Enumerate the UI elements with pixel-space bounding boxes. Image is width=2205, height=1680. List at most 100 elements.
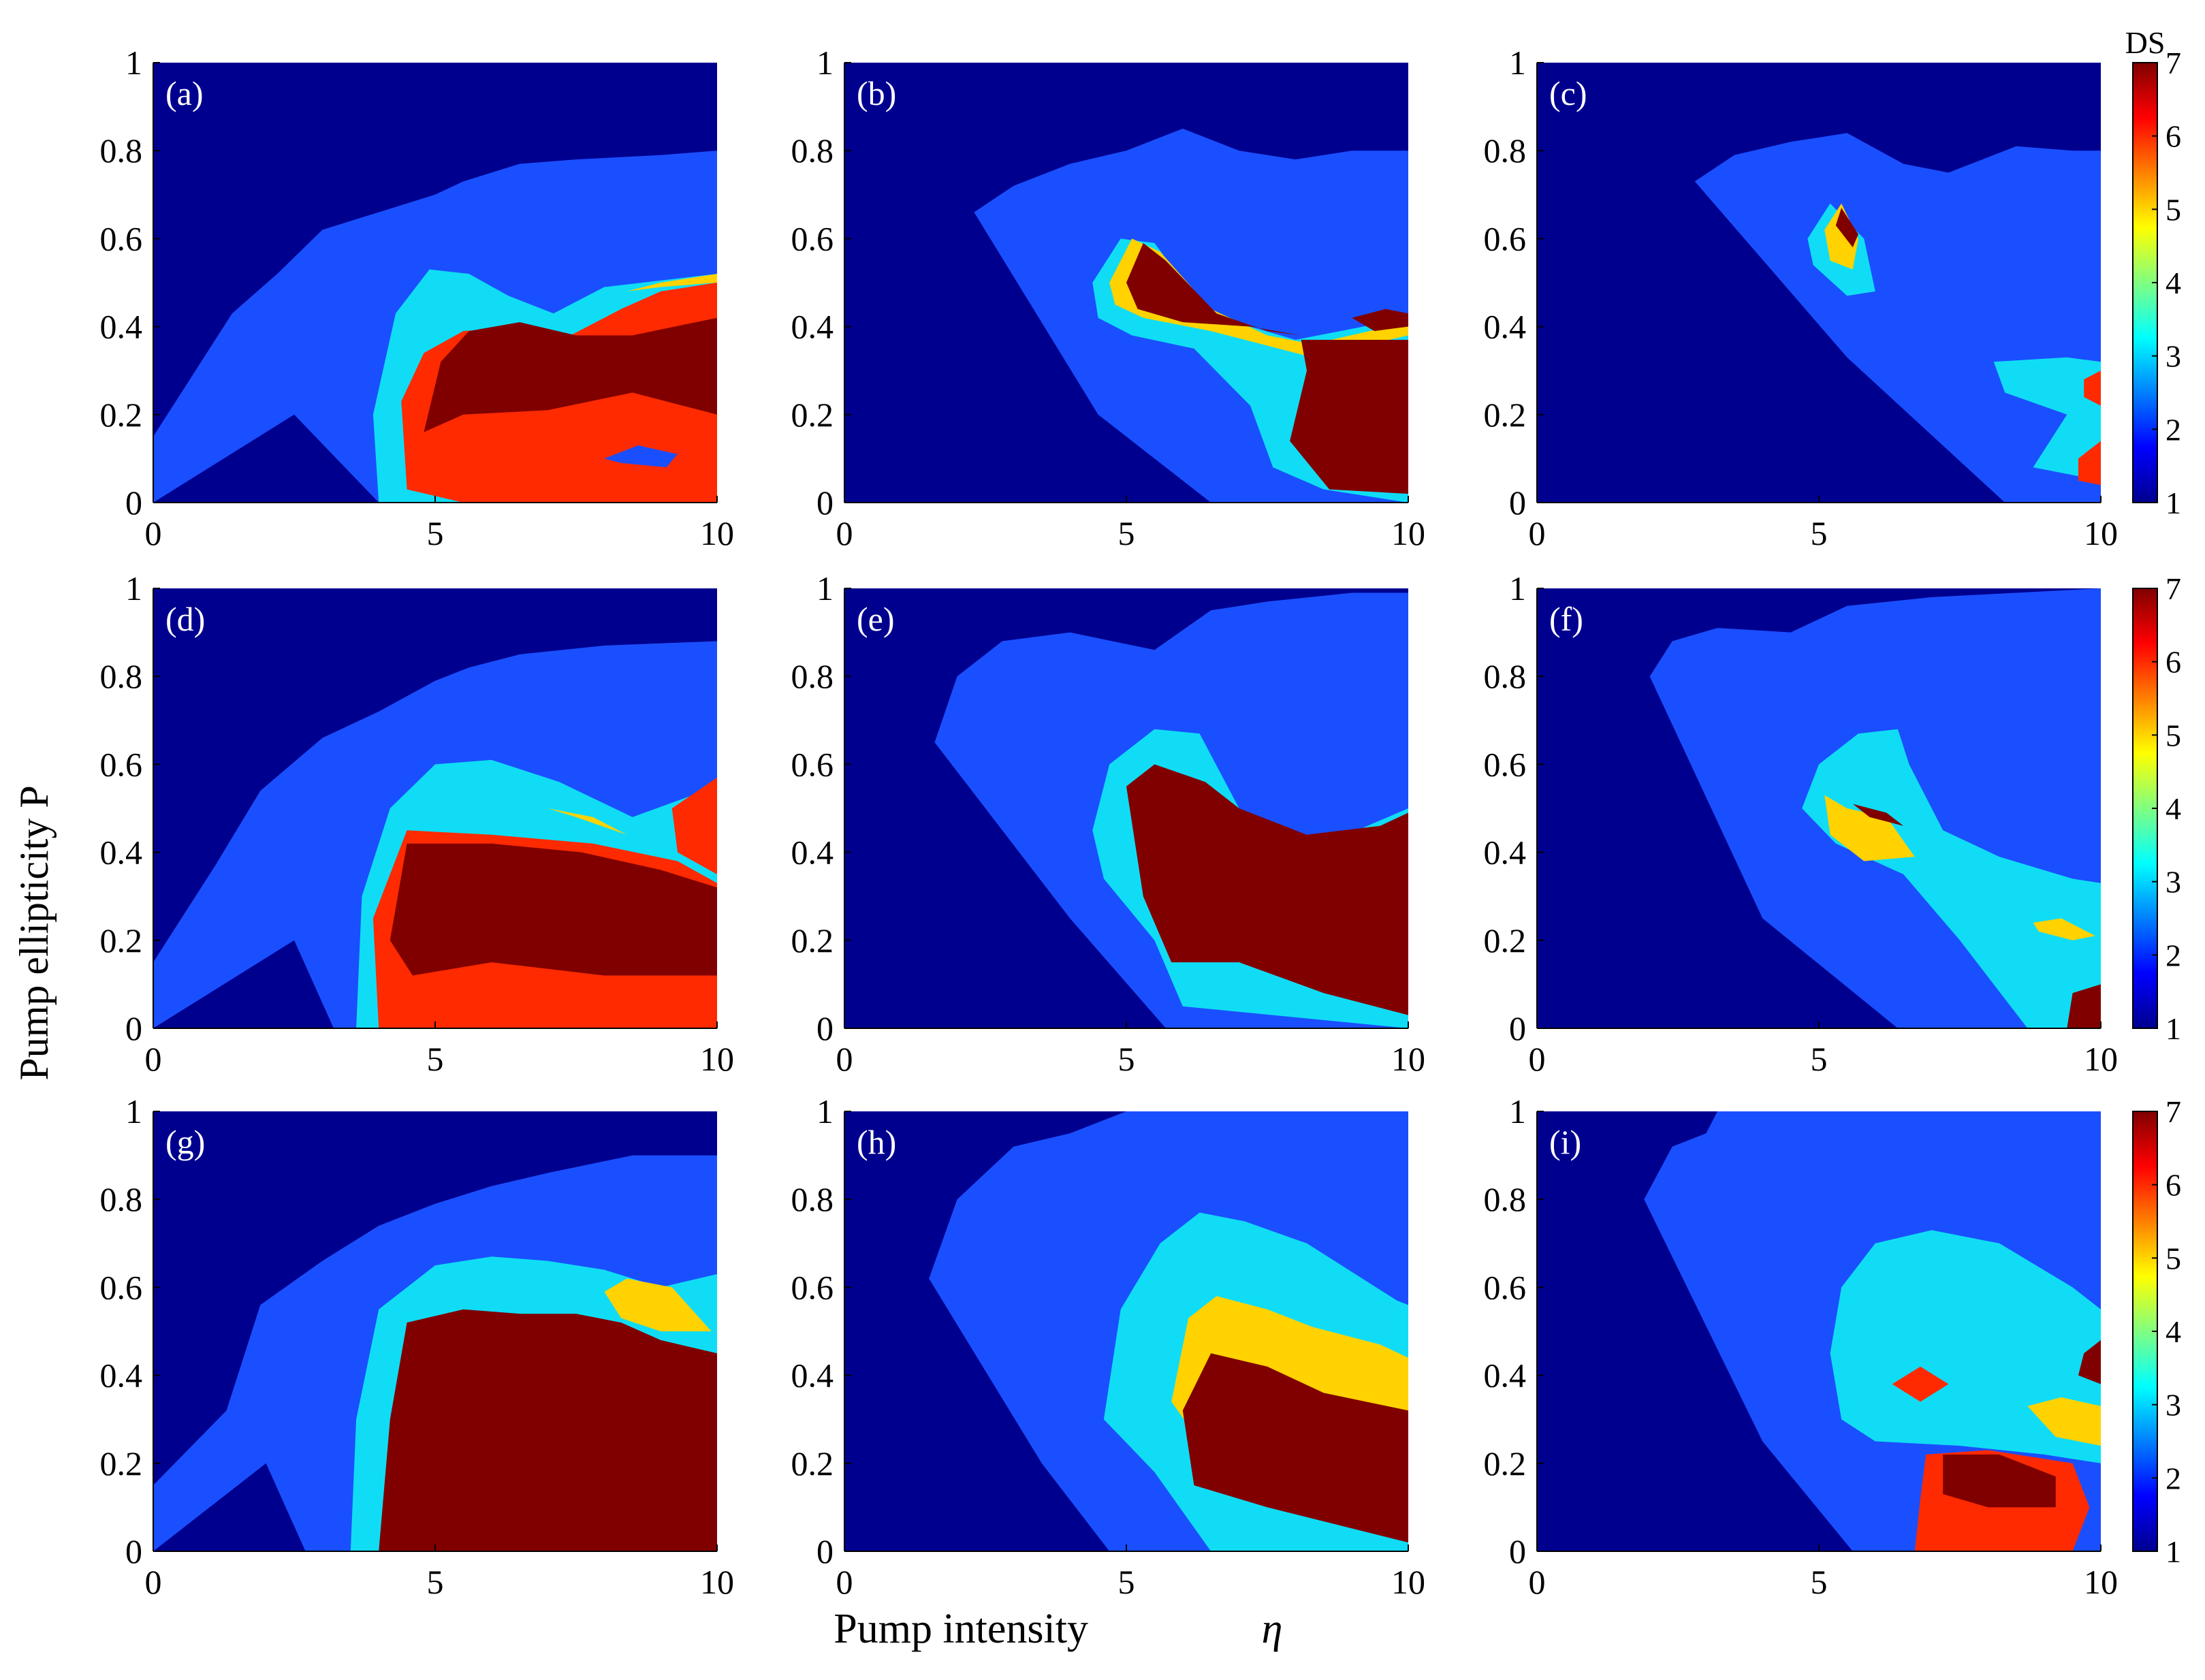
y-tick-label: 0 bbox=[125, 484, 142, 522]
y-tick-label: 0.6 bbox=[791, 745, 834, 783]
y-tick-label: 1 bbox=[816, 569, 834, 607]
y-tick-label: 1 bbox=[1509, 44, 1526, 82]
x-tick-label: 5 bbox=[427, 514, 444, 552]
y-axis-label: Pump ellipticity P bbox=[12, 785, 57, 1080]
colorbar-tick-label: 2 bbox=[2166, 1461, 2181, 1495]
heatmap-region-level-7 bbox=[1352, 308, 1408, 332]
y-tick-label: 0.8 bbox=[791, 1180, 834, 1218]
colorbar-tick-label: 3 bbox=[2166, 1388, 2181, 1423]
y-tick-label: 1 bbox=[1509, 1092, 1526, 1130]
colorbar-tick-label: 7 bbox=[2166, 46, 2181, 80]
panel-tag: (e) bbox=[857, 600, 895, 638]
panel-tag: (d) bbox=[165, 600, 205, 638]
colorbar: 1 2 3 4 5 6 7 bbox=[2132, 1094, 2181, 1569]
colorbar-tick-label: 1 bbox=[2166, 1011, 2181, 1046]
y-tick-label: 0.8 bbox=[791, 657, 834, 695]
x-tick-label: 5 bbox=[1118, 514, 1135, 552]
heatmap-region-level-2 bbox=[604, 445, 678, 468]
heatmap-region-level-7 bbox=[1126, 242, 1301, 336]
y-tick-label: 0.4 bbox=[100, 834, 143, 872]
panel-d: 00.20.40.60.810 5 10(d) bbox=[100, 569, 735, 1078]
plot-area bbox=[844, 1111, 1408, 1551]
colorbar-tick-label: 4 bbox=[2166, 791, 2181, 826]
x-tick-label: 0 bbox=[145, 1040, 162, 1078]
colorbar-tick-label: 5 bbox=[2166, 718, 2181, 752]
figure-labels: Pump ellipticity P Pump intensity η bbox=[12, 785, 1282, 1652]
y-tick-label: 1 bbox=[816, 44, 834, 82]
colorbar-tick-label: 6 bbox=[2166, 645, 2181, 680]
x-tick-label: 10 bbox=[700, 1040, 734, 1078]
heatmap-region-level-4 bbox=[1824, 203, 1858, 270]
colorbar-tick-label: 1 bbox=[2166, 1534, 2181, 1569]
panel-tag: (f) bbox=[1549, 600, 1583, 638]
x-tick-label: 0 bbox=[1529, 1563, 1546, 1601]
colorbar-tick-label: 3 bbox=[2166, 339, 2181, 374]
plot-area bbox=[153, 588, 717, 1028]
plot-area bbox=[1537, 588, 2101, 1028]
x-tick-label: 10 bbox=[2084, 514, 2118, 552]
plot-area bbox=[844, 63, 1408, 503]
panel-e: 00.20.40.60.810 5 10(e) bbox=[791, 569, 1426, 1078]
y-tick-label: 1 bbox=[125, 44, 142, 82]
heatmap-region-level-7 bbox=[1182, 1353, 1408, 1543]
y-tick-label: 0 bbox=[816, 1532, 834, 1570]
colorbar-tick-label: 4 bbox=[2166, 1314, 2181, 1349]
heatmap-region-level-7 bbox=[379, 1309, 717, 1551]
y-tick-label: 0 bbox=[816, 484, 834, 522]
colorbar-tick-label: 5 bbox=[2166, 192, 2181, 227]
heatmap-region-level-7 bbox=[1290, 340, 1408, 494]
colorbar-tick-label: 7 bbox=[2166, 571, 2181, 606]
y-tick-label: 0 bbox=[125, 1009, 142, 1047]
heatmap-region-level-4 bbox=[1824, 795, 1915, 861]
y-tick-label: 0 bbox=[1509, 484, 1526, 522]
heatmap-region-level-2 bbox=[1694, 133, 2101, 503]
x-tick-label: 0 bbox=[1529, 1040, 1546, 1078]
y-tick-label: 0.6 bbox=[1484, 1268, 1527, 1306]
heatmap-region-level-7 bbox=[424, 317, 717, 432]
y-tick-label: 0.6 bbox=[791, 219, 834, 257]
heatmap-region-level-5 bbox=[671, 777, 717, 874]
y-tick-label: 0.4 bbox=[1484, 1357, 1527, 1395]
y-tick-label: 0.8 bbox=[100, 657, 143, 695]
colorbar-tick-label: 5 bbox=[2166, 1241, 2181, 1275]
x-tick-label: 10 bbox=[2084, 1563, 2118, 1601]
heatmap-region-level-7 bbox=[2067, 984, 2101, 1028]
heatmap-region-level-3 bbox=[1993, 357, 2101, 481]
x-tick-label: 10 bbox=[1391, 514, 1425, 552]
heatmap-region-level-7 bbox=[1943, 1454, 2056, 1508]
y-tick-label: 0.4 bbox=[100, 1357, 143, 1395]
x-tick-label: 0 bbox=[836, 1040, 853, 1078]
y-tick-label: 0.2 bbox=[1484, 1444, 1527, 1483]
colorbar-tick-label: 6 bbox=[2166, 119, 2181, 154]
colorbar-tick-label: 7 bbox=[2166, 1094, 2181, 1129]
y-tick-label: 0.6 bbox=[100, 1268, 143, 1306]
y-tick-label: 0.2 bbox=[100, 396, 143, 434]
plot-area bbox=[153, 63, 717, 503]
x-tick-label: 5 bbox=[427, 1040, 444, 1078]
colorbar-tick-label: 2 bbox=[2166, 412, 2181, 447]
heatmap-region-level-7 bbox=[390, 843, 717, 976]
y-tick-label: 0.2 bbox=[791, 1444, 834, 1483]
colorbar-tick-label: 1 bbox=[2166, 486, 2181, 520]
plot-area bbox=[1537, 1111, 2101, 1551]
y-tick-label: 0.6 bbox=[100, 745, 143, 783]
x-tick-label: 10 bbox=[1391, 1040, 1425, 1078]
heatmap-region-level-7 bbox=[1126, 764, 1408, 1015]
x-tick-label: 0 bbox=[836, 1563, 853, 1601]
y-tick-label: 0.2 bbox=[1484, 396, 1527, 434]
colorbar: 1 2 3 4 5 6 7 bbox=[2132, 571, 2181, 1046]
x-tick-label: 5 bbox=[427, 1563, 444, 1601]
panel-tag: (b) bbox=[857, 74, 896, 112]
colorbar: 1 2 3 4 5 6 7DS bbox=[2125, 25, 2181, 520]
x-tick-label: 10 bbox=[700, 514, 734, 552]
panel-b: 00.20.40.60.810 5 10(b) bbox=[791, 44, 1426, 552]
x-tick-label: 5 bbox=[1118, 1040, 1135, 1078]
x-tick-label: 0 bbox=[1529, 514, 1546, 552]
colorbar-tick-label: 3 bbox=[2166, 865, 2181, 900]
y-tick-label: 0 bbox=[1509, 1009, 1526, 1047]
panel-g: 00.20.40.60.810 5 10(g) bbox=[100, 1092, 735, 1601]
y-tick-label: 0.4 bbox=[791, 1357, 834, 1395]
